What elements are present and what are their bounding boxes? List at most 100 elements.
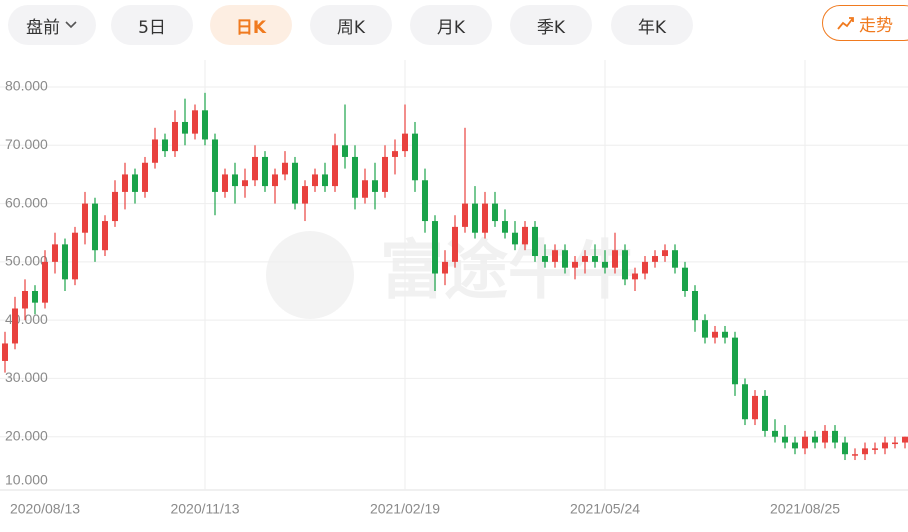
candle-body (542, 256, 548, 262)
candle-body (462, 203, 468, 227)
candle-body (702, 320, 708, 338)
candle-body (42, 261, 48, 303)
candle-body (322, 174, 328, 187)
candle-body (252, 156, 258, 181)
candle-body (422, 180, 428, 222)
candle-body (882, 442, 888, 449)
candle-body (262, 156, 268, 187)
candle-body (132, 174, 138, 192)
tab-label: 季K (536, 17, 566, 38)
candle-body (242, 180, 248, 187)
candle-body (142, 162, 148, 192)
candle-body (332, 145, 338, 187)
candle-body (732, 337, 738, 385)
tab[interactable]: 盘前 (8, 5, 96, 45)
candle-body (172, 121, 178, 152)
tab[interactable]: 月K (410, 5, 492, 45)
candle-body (12, 308, 18, 344)
candle-body (222, 174, 228, 192)
candle-body (802, 436, 808, 449)
tab[interactable]: 年K (611, 5, 693, 45)
candle-body (122, 174, 128, 192)
candle-body (722, 331, 728, 338)
candle-body (72, 232, 78, 280)
x-tick-label: 2021/02/19 (370, 501, 440, 517)
candle-body (572, 261, 578, 268)
candle-body (902, 436, 908, 443)
candle-body (622, 250, 628, 280)
candle-body (742, 384, 748, 420)
candle-body (412, 133, 418, 181)
candle-body (892, 442, 898, 445)
y-tick-label: 10.000 (5, 472, 48, 488)
candle-body (842, 442, 848, 455)
x-tick-label: 2020/08/13 (10, 501, 80, 517)
candle-body (382, 156, 388, 192)
candle-body (512, 232, 518, 245)
candle-body (602, 261, 608, 268)
candle-body (642, 261, 648, 274)
candle-body (2, 343, 8, 361)
candle-body (292, 162, 298, 204)
candle-body (152, 139, 158, 163)
candle-body (372, 180, 378, 192)
candle-body (752, 395, 758, 420)
candle-body (712, 331, 718, 338)
candle-body (272, 174, 278, 187)
candle-body (632, 273, 638, 280)
candle-body (432, 221, 438, 274)
x-tick-label: 2021/05/24 (570, 501, 640, 517)
candle-body (832, 430, 838, 443)
candle-body (782, 436, 788, 443)
y-tick-label: 50.000 (5, 253, 48, 269)
y-tick-label: 30.000 (5, 369, 48, 385)
tab[interactable]: 5日 (111, 5, 193, 45)
candle-body (302, 186, 308, 204)
candle-body (522, 226, 528, 245)
candle-body (402, 133, 408, 152)
candle-body (812, 436, 818, 443)
candle-body (482, 203, 488, 233)
candle-body (872, 448, 878, 450)
candle-body (612, 250, 618, 268)
candle-body (22, 291, 28, 309)
candle-body (822, 430, 828, 443)
candle-body (202, 110, 208, 140)
tab-label: 5日 (138, 17, 166, 38)
tab[interactable]: 季K (510, 5, 592, 45)
chevron (65, 21, 77, 29)
watermark-logo (266, 231, 354, 319)
candle-body (862, 448, 868, 455)
candle-body (562, 250, 568, 268)
candle-body (692, 291, 698, 321)
y-tick-label: 80.000 (5, 78, 48, 94)
tab-label: 盘前 (26, 17, 60, 38)
candle-body (32, 291, 38, 303)
candle-body (582, 256, 588, 262)
candle-body (362, 180, 368, 198)
candle-body (282, 162, 288, 175)
candle-body (212, 139, 218, 192)
tab[interactable]: 日K (210, 5, 292, 45)
candle-body (442, 261, 448, 274)
tab-label: 年K (637, 17, 667, 38)
tab[interactable]: 周K (310, 5, 392, 45)
candle-body (532, 226, 538, 257)
candle-body (592, 256, 598, 262)
x-tick-label: 2021/08/25 (770, 501, 840, 517)
candle-body (672, 250, 678, 268)
candle-body (762, 395, 768, 431)
y-tick-label: 20.000 (5, 427, 48, 443)
candle-body (162, 139, 168, 152)
candle-body (232, 174, 238, 187)
x-tick-label: 2020/11/13 (170, 501, 239, 517)
candle-body (662, 250, 668, 257)
trend-button[interactable]: 走势 (822, 5, 908, 41)
candle-body (492, 203, 498, 222)
candle-body (352, 156, 358, 198)
candle-body (502, 221, 508, 233)
watermark: 富途牛牛 (380, 235, 636, 309)
candle-body (82, 203, 88, 233)
